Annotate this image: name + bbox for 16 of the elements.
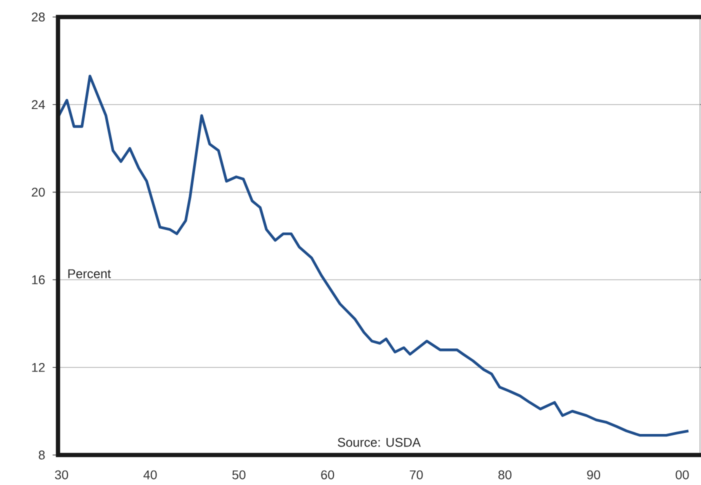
y-axis-title: Percent [68, 269, 111, 278]
annotation: Source: USDA [338, 438, 421, 447]
y-tick-label: 8 [38, 450, 45, 460]
y-tick-label: 16 [32, 275, 45, 284]
x-tick-label: 70 [410, 470, 423, 480]
x-tick-label: 90 [587, 470, 600, 480]
x-tick-label: 60 [321, 470, 334, 480]
x-tick-label: 40 [143, 470, 157, 480]
y-tick-label: 28 [32, 12, 45, 22]
y-tick-label: 12 [32, 362, 45, 372]
x-tick-label: 00 [676, 470, 689, 480]
x-tick-label: 30 [54, 470, 68, 480]
x-tick-label: 50 [232, 470, 246, 480]
y-tick-label: 20 [32, 188, 45, 197]
x-tick-label: 80 [498, 470, 512, 480]
y-tick-label: 24 [32, 100, 45, 110]
